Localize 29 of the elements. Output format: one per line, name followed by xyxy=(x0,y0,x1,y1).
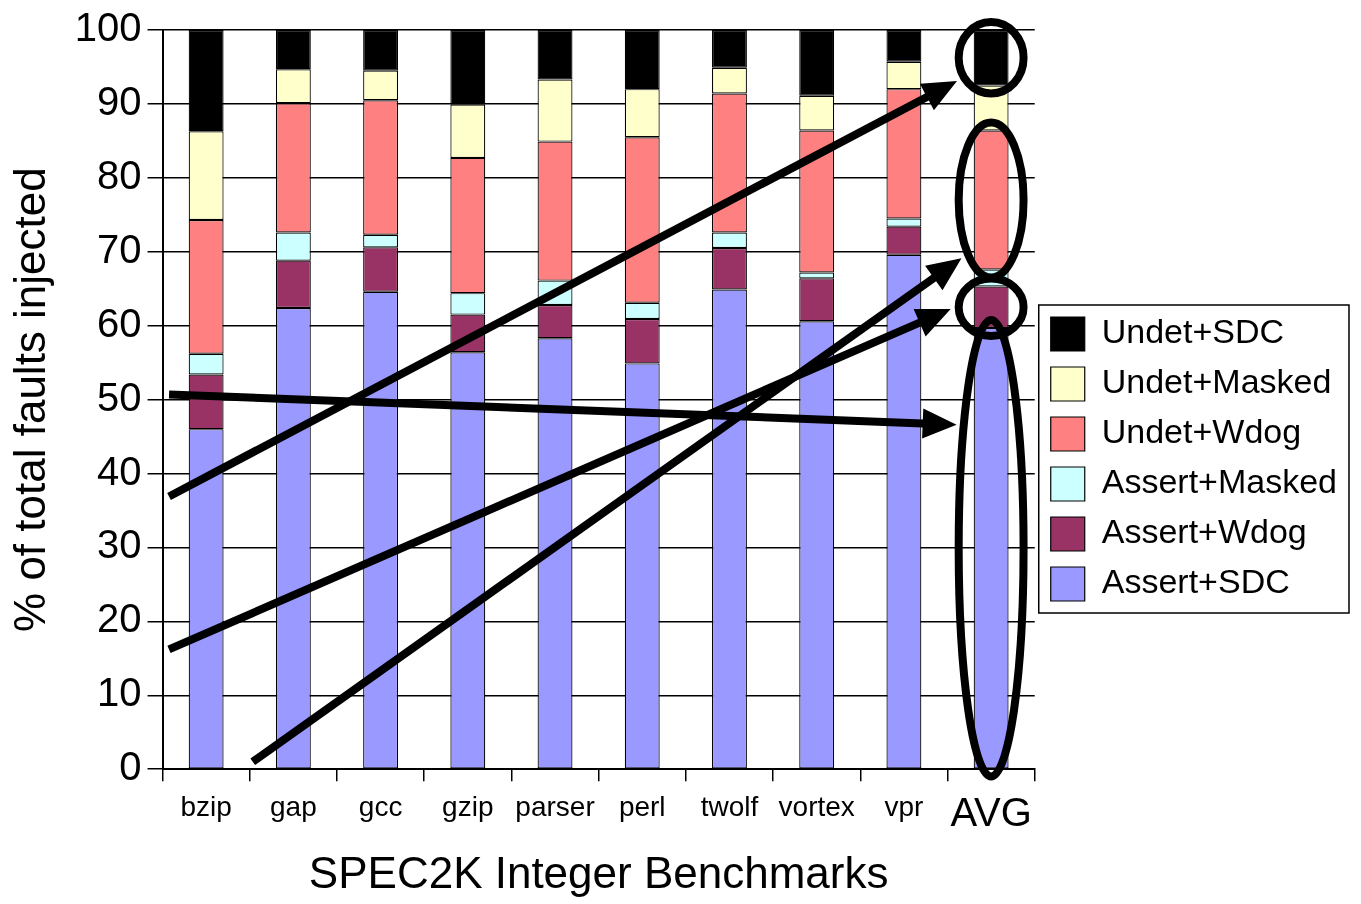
x-tick-label: perl xyxy=(618,790,666,822)
y-tick-label: 30 xyxy=(97,522,142,567)
x-tick-label: bzip xyxy=(180,790,232,822)
y-tick-label: 40 xyxy=(97,448,142,493)
y-tick-label: 0 xyxy=(119,744,142,789)
y-tick-label: 10 xyxy=(97,670,142,715)
y-tick-label: 20 xyxy=(97,596,142,641)
x-tick-label: AVG xyxy=(950,790,1032,835)
legend-label: Assert+SDC xyxy=(1101,562,1290,601)
legend-label: Assert+Masked xyxy=(1101,462,1337,501)
x-tick-label: gap xyxy=(270,790,317,822)
x-tick-label: vortex xyxy=(778,790,855,822)
legend-label: Undet+Wdog xyxy=(1101,412,1302,451)
legend-label: Assert+Wdog xyxy=(1101,512,1307,551)
x-tick-label: parser xyxy=(515,790,595,822)
y-tick-label: 70 xyxy=(97,226,142,271)
y-tick-label: 60 xyxy=(97,300,142,345)
y-tick-label: 50 xyxy=(97,374,142,419)
x-tick-label: twolf xyxy=(700,790,759,822)
y-tick-label: 100 xyxy=(74,5,142,50)
x-axis-title: SPEC2K Integer Benchmarks xyxy=(308,847,889,897)
x-tick-label: gzip xyxy=(442,790,494,822)
legend-label: Undet+SDC xyxy=(1101,312,1285,351)
legend-label: Undet+Masked xyxy=(1101,362,1332,401)
y-tick-label: 90 xyxy=(97,78,142,123)
x-tick-label: gcc xyxy=(358,790,403,822)
y-axis-title: % of total faults injected xyxy=(4,167,54,632)
x-tick-label: vpr xyxy=(884,790,924,822)
y-tick-label: 80 xyxy=(97,152,142,197)
